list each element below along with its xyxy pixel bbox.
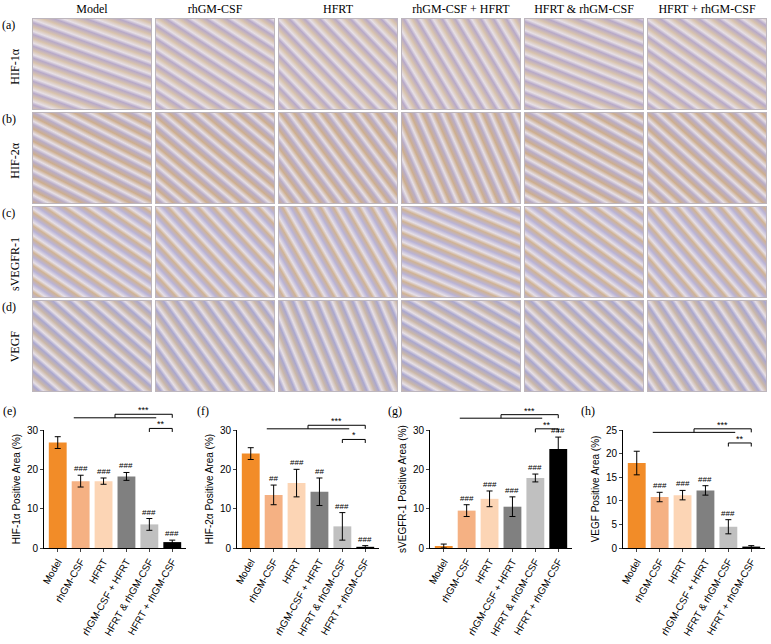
svg-text:HFRT: HFRT <box>87 557 110 585</box>
svg-text:HFRT + rhGM-CSF: HFRT + rhGM-CSF <box>319 557 372 637</box>
svg-text:###: ### <box>358 535 372 544</box>
svg-text:###: ### <box>551 426 565 435</box>
svg-text:###: ### <box>119 461 133 470</box>
svg-text:20: 20 <box>413 464 425 475</box>
html-text:(c): (c) <box>2 206 16 220</box>
svg-text:15: 15 <box>606 472 618 483</box>
svg-text:*: * <box>352 430 356 440</box>
svg-text:0: 0 <box>418 543 424 554</box>
svg-text:###: ### <box>721 509 735 518</box>
svg-text:rhGM-CSF: rhGM-CSF <box>246 557 280 604</box>
svg-text:**: ** <box>157 419 165 429</box>
svg-text:HFRT & rhGM-CSF: HFRT & rhGM-CSF <box>681 557 734 638</box>
svg-text:###: ### <box>335 502 349 511</box>
svg-text:HFRT & rhGM-CSF: HFRT & rhGM-CSF <box>488 557 541 638</box>
svg-text:20: 20 <box>220 464 232 475</box>
svg-text:VEGF Positive Area (%): VEGF Positive Area (%) <box>590 436 601 543</box>
svg-text:25: 25 <box>606 425 618 436</box>
svg-text:###: ### <box>653 481 667 490</box>
svg-text:###: ### <box>290 458 304 467</box>
html-text:rhGM-CSF + HFRT: rhGM-CSF + HFRT <box>412 2 510 16</box>
html-text:HIF-1α: HIF-1α <box>8 49 22 85</box>
svg-text:HFRT: HFRT <box>473 557 496 585</box>
svg-text:***: *** <box>524 406 535 416</box>
svg-text:HFRT + rhGM-CSF: HFRT + rhGM-CSF <box>705 557 758 637</box>
html-text:(a): (a) <box>2 18 16 32</box>
svg-text:30: 30 <box>413 425 425 436</box>
svg-text:(e): (e) <box>3 404 16 418</box>
svg-text:0: 0 <box>225 543 231 554</box>
svg-text:**: ** <box>543 420 551 430</box>
svg-text:Model: Model <box>234 557 257 586</box>
svg-text:(f): (f) <box>197 404 209 418</box>
svg-text:###: ### <box>74 464 88 473</box>
svg-text:Model: Model <box>620 557 643 586</box>
svg-text:HIF-1α Positive Area (%): HIF-1α Positive Area (%) <box>11 434 22 544</box>
svg-text:rhGM-CSF: rhGM-CSF <box>53 557 87 604</box>
svg-text:10: 10 <box>220 503 232 514</box>
svg-text:HIF-2α Positive Area (%): HIF-2α Positive Area (%) <box>204 434 215 544</box>
html-text:(d): (d) <box>2 300 16 314</box>
svg-text:HFRT: HFRT <box>666 557 689 585</box>
svg-text:##: ## <box>269 474 278 483</box>
svg-text:0: 0 <box>32 543 38 554</box>
svg-text:***: *** <box>717 420 728 430</box>
svg-text:**: ** <box>736 434 744 444</box>
svg-text:rhGM-CSF + HFRT: rhGM-CSF + HFRT <box>273 557 326 637</box>
svg-text:###: ### <box>528 463 542 472</box>
svg-text:rhGM-CSF: rhGM-CSF <box>439 557 473 604</box>
html-text:HFRT: HFRT <box>323 2 353 16</box>
svg-text:10: 10 <box>27 503 39 514</box>
html-text:(b): (b) <box>2 112 16 126</box>
svg-text:###: ### <box>698 475 712 484</box>
svg-text:HFRT & rhGM-CSF: HFRT & rhGM-CSF <box>102 557 155 638</box>
svg-text:Model: Model <box>41 557 64 586</box>
svg-text:10: 10 <box>606 495 618 506</box>
svg-text:rhGM-CSF + HFRT: rhGM-CSF + HFRT <box>80 557 133 637</box>
svg-text:###: ### <box>165 529 179 538</box>
svg-text:30: 30 <box>27 425 39 436</box>
svg-text:10: 10 <box>413 503 425 514</box>
svg-text:Model: Model <box>427 557 450 586</box>
svg-text:###: ### <box>505 486 519 495</box>
svg-text:(h): (h) <box>581 404 595 418</box>
html-text:HFRT & rhGM-CSF: HFRT & rhGM-CSF <box>534 2 634 16</box>
svg-text:rhGM-CSF + HFRT: rhGM-CSF + HFRT <box>466 557 519 637</box>
html-text:HIF-2α: HIF-2α <box>8 143 22 179</box>
svg-text:20: 20 <box>27 464 39 475</box>
svg-text:HFRT + rhGM-CSF: HFRT + rhGM-CSF <box>512 557 565 637</box>
svg-text:***: *** <box>331 416 342 426</box>
svg-text:30: 30 <box>220 425 232 436</box>
svg-text:###: ### <box>483 480 497 489</box>
svg-text:###: ### <box>676 479 690 488</box>
svg-text:20: 20 <box>606 448 618 459</box>
svg-text:sVEGFR-1 Positive Area (%): sVEGFR-1 Positive Area (%) <box>397 425 408 553</box>
html-text:Model: Model <box>76 2 108 16</box>
html-text:VEGF: VEGF <box>8 331 22 363</box>
svg-text:5: 5 <box>611 519 617 530</box>
svg-text:0: 0 <box>611 543 617 554</box>
svg-text:###: ### <box>142 508 156 517</box>
svg-text:HFRT: HFRT <box>280 557 303 585</box>
svg-text:HFRT & rhGM-CSF: HFRT & rhGM-CSF <box>295 557 348 638</box>
html-text:HFRT + rhGM-CSF: HFRT + rhGM-CSF <box>658 2 756 16</box>
svg-text:***: *** <box>138 405 149 415</box>
svg-text:rhGM-CSF + HFRT: rhGM-CSF + HFRT <box>659 557 712 637</box>
svg-text:##: ## <box>315 467 324 476</box>
svg-text:rhGM-CSF: rhGM-CSF <box>632 557 666 604</box>
svg-text:(g): (g) <box>388 404 402 418</box>
svg-text:###: ### <box>460 494 474 503</box>
svg-text:###: ### <box>97 467 111 476</box>
html-text:sVEGFR-1: sVEGFR-1 <box>8 237 22 291</box>
svg-text:HFRT + rhGM-CSF: HFRT + rhGM-CSF <box>126 557 179 637</box>
html-text:rhGM-CSF: rhGM-CSF <box>187 2 243 16</box>
